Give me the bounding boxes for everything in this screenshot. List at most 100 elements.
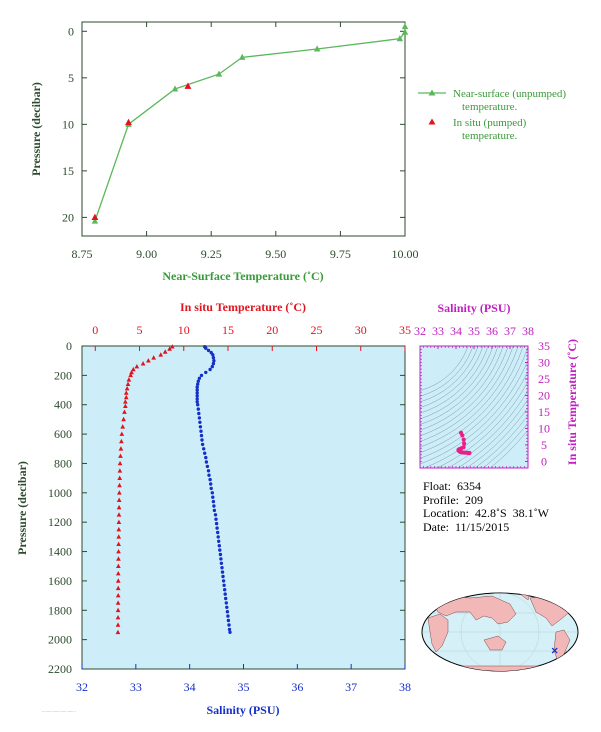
profile-temperature-point [115, 607, 121, 613]
legend-pumped-line1: In situ (pumped) [453, 117, 527, 129]
profile-salinity-point [195, 385, 199, 389]
near-surface-plot-frame [81, 21, 406, 237]
profile-temperature-point [130, 366, 136, 372]
profile-temp-tick-label: 0 [92, 323, 98, 337]
profile-temperature-point [115, 615, 121, 620]
australia-shape [483, 635, 507, 651]
eurasia-shape [431, 595, 517, 625]
near-surface-unpumped-point [238, 53, 246, 60]
profile-temperature-point [115, 592, 121, 598]
profile-salinity-point [225, 610, 230, 614]
ts-diagram: 32 33 34 35 36 37 38 0 5 10 15 20 25 30 35 Salinity (P… [414, 301, 579, 469]
profile-salinity-point [198, 425, 203, 429]
profile-temperature-point [129, 369, 134, 375]
profile-temperature-point [115, 585, 121, 591]
ts-x-tick-label: 34 [450, 324, 462, 338]
profile-salinity-point [195, 391, 199, 395]
profile-salinity-point [200, 438, 204, 442]
profile-salinity-point [202, 447, 206, 451]
profile-salinity-point [213, 513, 218, 517]
near-surface-pumped-point [91, 213, 99, 221]
float-location-marker [551, 647, 558, 654]
profile-y-tick-label: 2000 [48, 633, 72, 647]
profile-salinity-point [221, 574, 225, 579]
near-surface-unpumped-point [401, 28, 409, 35]
near-surface-series [91, 23, 409, 224]
ts-y-tick-label: 30 [538, 355, 550, 369]
ts-ticks: 32 33 34 35 36 37 38 0 5 10 15 20 25 30 35 [414, 324, 550, 468]
ts-x-tick-label: 32 [414, 324, 426, 338]
profile-salinity-point [225, 605, 229, 609]
profile-salinity-point [211, 499, 216, 504]
profile-salinity-point [211, 353, 215, 357]
profile-salinity-point [208, 477, 212, 482]
profile-temperature-point [126, 377, 132, 382]
legend-marker-pumped [428, 118, 436, 125]
profile-salinity-point [212, 359, 216, 363]
ts-x-label: Salinity (PSU) [437, 301, 510, 315]
near-surface-y-tick-label: 20 [62, 210, 74, 224]
profile-salinity-point [195, 394, 199, 398]
profile-temp-tick-label: 30 [355, 323, 367, 337]
profile-temperature-point [115, 600, 121, 605]
ts-y-label: In situ Temperature (˚C) [565, 339, 579, 465]
profile-y-label: Pressure (decibar) [15, 461, 29, 555]
profile-salinity-point [205, 464, 210, 469]
profile-salinity-point [195, 388, 199, 392]
profile-salinity-point [204, 455, 208, 460]
profile-salinity-point [196, 403, 200, 407]
near-surface-legend: Near-surface (unpumped) temperature. In … [418, 88, 566, 142]
profile-temp-tick-label: 25 [311, 323, 323, 337]
profile-temperature-point [116, 526, 122, 532]
profile-temperature-point [117, 482, 122, 488]
profile-temperature-point [167, 346, 172, 351]
profile-temperature-point [115, 622, 121, 627]
profile-temperature-point [146, 358, 151, 363]
profile-salinity-point [210, 364, 214, 369]
profile-salinity-point [197, 411, 201, 416]
near-surface-y-tick-label: 10 [62, 117, 74, 131]
profile-temperature-point [158, 352, 164, 357]
profile-salinity-point [218, 552, 223, 557]
profile-temperature-point [116, 556, 121, 561]
profile-top-x-label: In situ Temperature (˚C) [180, 300, 306, 314]
profile-salinity-point [226, 614, 230, 618]
profile-temperature-point [118, 446, 124, 451]
profile-salinity-point [199, 433, 204, 438]
near-surface-unpumped-point [401, 23, 409, 30]
profile-salinity-point [216, 535, 220, 539]
profile-plot-frame [81, 345, 406, 670]
profile-salinity-point [197, 376, 202, 380]
profile-salinity-point [203, 451, 207, 455]
near-surface-x-tick-label: 9.50 [265, 247, 286, 261]
profile-footnote: ····························· [42, 710, 76, 714]
near-surface-unpumped-point [91, 217, 99, 224]
profile-salinity-tick-label: 32 [76, 680, 88, 694]
profile-temperature-point [121, 416, 126, 422]
profile-salinity-point [199, 373, 204, 378]
legend-pumped-line2: temperature. [462, 130, 518, 142]
profile-salinity-point [217, 539, 221, 543]
profile-salinity-point [210, 491, 214, 495]
profile-y-tick-label: 1400 [48, 545, 72, 559]
near-surface-x-label: Near-Surface Temperature (˚C) [162, 269, 323, 283]
profile-salinity-tick-label: 35 [238, 680, 250, 694]
profile-salinity-point [215, 526, 219, 530]
profile-salinity-point [211, 361, 216, 366]
profile-temperature-point [123, 403, 128, 409]
profile-temperature-point [124, 385, 130, 391]
profile-y-tick-label: 2200 [48, 662, 72, 676]
profile-temperature-point [117, 490, 122, 495]
profile-bottom-x-label: Salinity (PSU) [206, 703, 279, 717]
profile-temp-tick-label: 15 [222, 323, 234, 337]
near-surface-x-tick-label: 8.75 [72, 247, 93, 261]
near-surface-unpumped-point [215, 70, 223, 77]
profile-salinity-point [217, 544, 221, 548]
profile-temperature-point [169, 344, 175, 349]
profile-salinity-point [218, 548, 222, 552]
profile-salinity-tick-label: 33 [130, 680, 142, 694]
near-surface-pumped-point [184, 82, 192, 89]
profile-salinity-point [211, 356, 216, 360]
ts-series [456, 430, 472, 456]
profile-salinity-point [227, 627, 232, 632]
